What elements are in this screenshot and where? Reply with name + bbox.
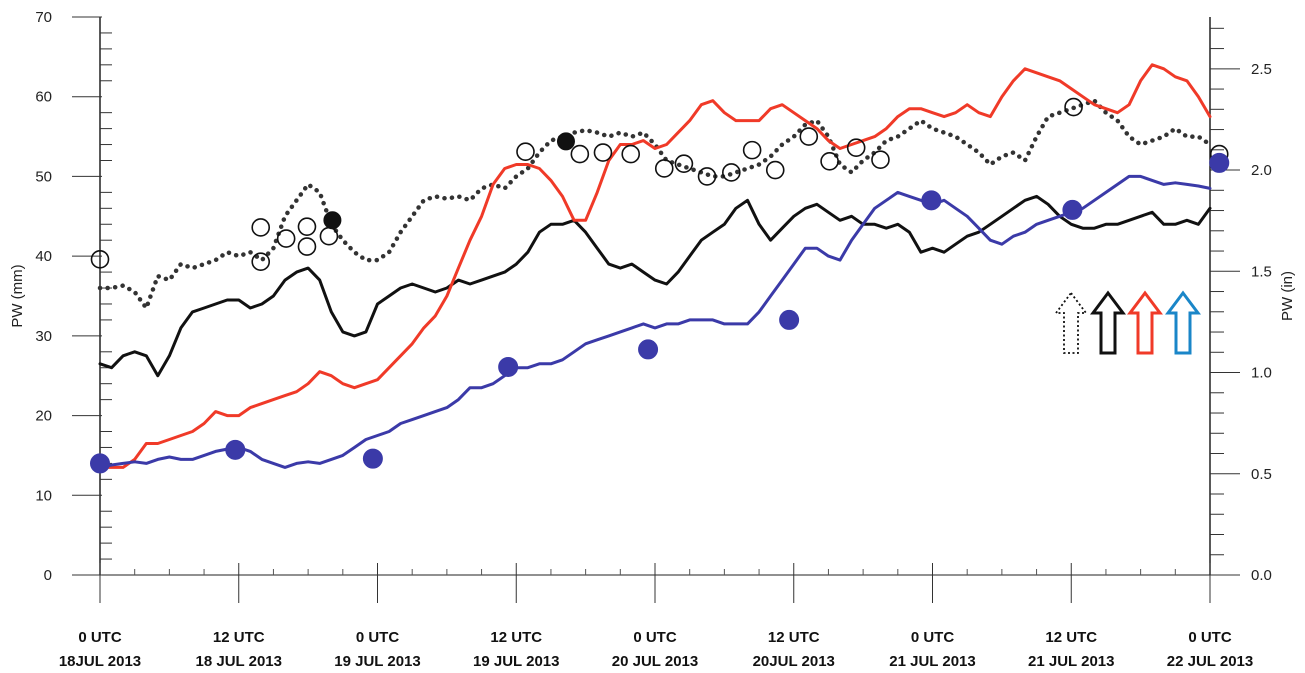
x-tick-label-time: 0 UTC [356,629,400,646]
open-circle-marker [251,218,271,237]
axes-layer [72,16,1240,603]
y-axis-title-left: PW (mm) [9,264,26,327]
open-circle-marker [570,144,590,164]
open-circle-marker [276,229,296,248]
x-tick-label-date: 20JUL 2013 [753,653,835,670]
y-tick-label: 10 [35,487,52,504]
y-tick-label: 60 [35,89,52,106]
open-circle-marker [765,160,785,180]
y-axis-title-right: PW (in) [1279,271,1296,321]
open-circle-marker [593,143,613,162]
up-arrow-3 [1127,290,1163,355]
y-right-tick-label: 1.5 [1251,263,1272,280]
x-tick-label-date: 18 JUL 2013 [196,653,282,670]
filled-blue-marker [779,309,800,330]
up-arrow-1 [1054,291,1088,354]
up-arrow-4 [1165,290,1201,355]
markers-layer [90,97,1230,474]
open-circle-marker [654,159,674,178]
x-tick-label-date: 19 JUL 2013 [473,653,559,670]
x-tick-label-date: 19 JUL 2013 [334,653,420,670]
open-circle-marker [297,237,317,256]
x-tick-label-time: 0 UTC [78,629,122,646]
y-tick-label: 50 [35,168,52,185]
x-tick-label-time: 12 UTC [1045,629,1097,646]
open-circle-marker [1064,97,1083,117]
x-tick-label-date: 22 JUL 2013 [1167,653,1253,670]
arrows-layer [1054,290,1201,355]
open-circle-marker [319,226,339,246]
y-tick-label: 70 [35,9,52,26]
open-circle-marker [820,151,839,171]
x-tick-label-time: 0 UTC [633,629,677,646]
filled-blue-marker [638,339,659,360]
x-tick-label-date: 20 JUL 2013 [612,653,698,670]
open-circle-marker [297,217,317,236]
x-tick-label-time: 12 UTC [490,629,542,646]
filled-blue-marker [362,448,383,469]
open-circle-marker [799,127,819,146]
open-circle-marker [251,252,271,272]
series-layer [97,63,1213,469]
series-line-red [98,63,1212,469]
open-circle-marker [516,142,535,162]
x-tick-label-date: 21 JUL 2013 [1028,653,1114,670]
y-right-tick-label: 2.5 [1251,61,1272,78]
filled-black-marker [323,211,342,230]
x-tick-label-time: 12 UTC [213,629,265,646]
open-circle-marker [674,154,694,173]
open-circle-marker [90,250,110,269]
filled-blue-marker [225,439,246,460]
filled-black-marker [556,132,575,151]
y-right-tick-label: 0.5 [1251,466,1272,483]
open-circle-marker [722,163,741,182]
y-right-tick-label: 1.0 [1251,365,1272,382]
open-circle-marker [621,144,641,164]
filled-blue-marker [498,356,519,377]
series-line-blue [98,174,1212,469]
x-tick-label-time: 12 UTC [768,629,820,646]
filled-blue-marker [90,453,110,474]
filled-blue-marker [1209,152,1230,173]
open-circle-marker [742,140,762,160]
x-tick-label-date: 18JUL 2013 [59,653,141,670]
y-right-tick-label: 0.0 [1251,567,1272,584]
y-right-tick-label: 2.0 [1251,162,1272,179]
filled-blue-marker [921,190,942,211]
y-tick-label: 0 [44,567,52,584]
series-line-dotted-black [97,98,1213,311]
filled-blue-marker [1062,199,1083,220]
y-tick-label: 20 [35,408,52,425]
open-circle-marker [697,167,717,186]
text-layer: 0 10 20 30 40 50 60 70 0.0 0.5 1.0 1.5 2.0 2.5 0 UTC 18… [9,9,1296,670]
series-line-black [98,194,1212,378]
open-circle-marker [871,150,890,169]
y-tick-label: 30 [35,328,52,345]
x-tick-label-time: 0 UTC [911,629,955,646]
open-circle-marker [846,138,866,158]
y-tick-label: 40 [35,248,52,265]
x-tick-label-date: 21 JUL 2013 [889,653,975,670]
up-arrow-2 [1090,290,1126,355]
x-tick-label-time: 0 UTC [1188,629,1232,646]
